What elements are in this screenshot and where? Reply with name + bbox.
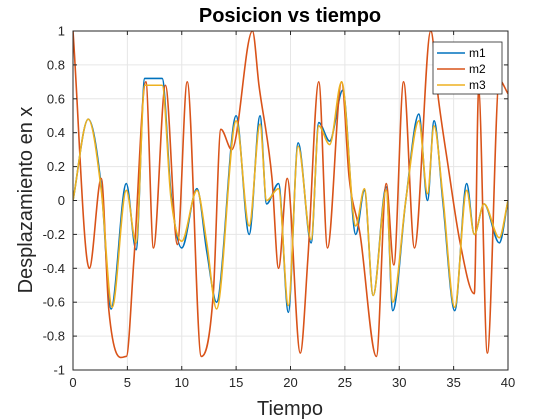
x-tick-label: 15 <box>229 375 243 390</box>
y-tick-label: 0.2 <box>47 159 65 174</box>
x-axis-label: Tiempo <box>257 398 323 420</box>
x-tick-label: 25 <box>338 375 352 390</box>
legend-entry-m1: m1 <box>437 46 486 60</box>
y-tick-label: 0 <box>58 193 65 208</box>
x-tick-label: 10 <box>175 375 189 390</box>
y-axis-label: Desplazamiento en x <box>15 107 37 294</box>
series-line-m1 <box>73 77 508 314</box>
axis-ticks <box>72 30 509 371</box>
x-tick-label: 20 <box>283 375 297 390</box>
x-tick-label: 5 <box>124 375 131 390</box>
legend-entry-m2: m2 <box>437 62 486 76</box>
legend-entry-m3: m3 <box>437 78 486 92</box>
legend-label-m2: m2 <box>469 62 486 76</box>
y-tick-label: 1 <box>58 24 65 39</box>
x-tick-label: 35 <box>446 375 460 390</box>
legend: m1 m2 m3 <box>432 41 503 95</box>
chart-title: Posicion vs tiempo <box>199 5 381 27</box>
series-layer <box>73 31 508 359</box>
y-tick-label: -0.4 <box>43 261 65 276</box>
y-tick-label: -0.8 <box>43 329 65 344</box>
y-tick-label: -0.6 <box>43 295 65 310</box>
y-tick-label: -1 <box>53 363 65 378</box>
legend-box <box>432 41 503 95</box>
y-tick-label: 0.6 <box>47 91 65 106</box>
y-tick-label: 0.4 <box>47 125 65 140</box>
x-tick-label: 40 <box>501 375 515 390</box>
legend-label-m1: m1 <box>469 46 486 60</box>
y-tick-label: -0.2 <box>43 227 65 242</box>
series-line-m2 <box>73 31 508 359</box>
x-tick-label: 0 <box>69 375 76 390</box>
x-tick-label: 30 <box>392 375 406 390</box>
x-tick-labels: 0 5 10 15 20 25 30 35 40 <box>69 375 515 390</box>
legend-label-m3: m3 <box>469 78 486 92</box>
y-tick-label: 0.8 <box>47 57 65 72</box>
series-line-m3 <box>73 81 508 310</box>
y-tick-labels: -1 -0.8 -0.6 -0.4 -0.2 0 0.2 0.4 0.6 0.8 1 <box>43 24 65 378</box>
